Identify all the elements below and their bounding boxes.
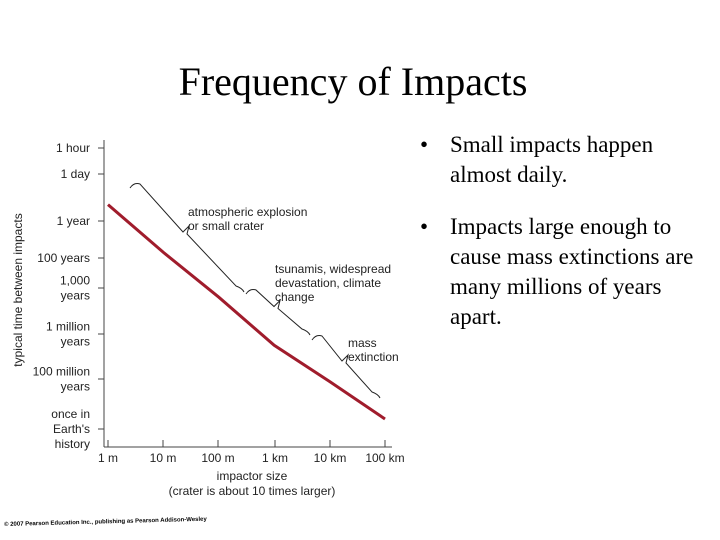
x-tick-label: 1 km [262,451,288,465]
annotation-brace [129,183,245,293]
annotation-brace [245,289,311,336]
x-tick-label: 10 km [314,451,347,465]
x-tick-label: 10 m [150,451,177,465]
y-axis-title: typical time between impacts [11,213,25,366]
y-tick-label: 1,000 [60,274,90,288]
x-tick-label: 100 m [201,451,234,465]
x-tick-label: 1 m [98,451,118,465]
y-tick-label: once in [51,407,90,421]
x-tick-label: 100 km [365,451,404,465]
annotation-text: or small crater [188,219,264,233]
y-tick-label: 1 hour [56,141,90,155]
bullet-item: • Impacts large enough to cause mass ext… [420,212,715,332]
impact-frequency-series-line [107,203,386,421]
y-tick-label: years [61,380,90,394]
x-axis-subtitle: (crater is about 10 times larger) [169,484,336,498]
annotation-brace [311,335,381,399]
y-tick-label: 100 million [33,365,90,379]
bullet-glyph: • [420,214,429,239]
y-tick-label: years [61,289,90,303]
annotation-text: extinction [348,350,399,364]
annotation-text: devastation, climate [275,276,381,290]
annotation-text: change [275,290,315,304]
slide-title: Frequency of Impacts [178,59,528,104]
y-tick-label: history [55,437,90,451]
bullet-glyph: • [420,132,429,157]
bullet-item: • Small impacts happen almost daily. [420,130,715,190]
y-tick-label: 1 year [57,214,90,228]
x-axis-title: impactor size [217,469,288,483]
bullet-text: Impacts large enough to cause mass extin… [450,214,694,329]
annotation-text: mass [348,336,377,350]
y-tick-label: Earth's [53,422,90,436]
y-tick-label: 1 million [46,320,90,334]
bullet-list: • Small impacts happen almost daily. • I… [420,130,715,354]
y-tick-label: years [61,335,90,349]
bullet-text: Small impacts happen almost daily. [450,132,654,187]
annotation-text: tsunamis, widespread [275,262,391,276]
annotation-text: atmospheric explosion [188,205,307,219]
y-tick-label: 100 years [37,251,90,265]
y-tick-label: 1 day [61,167,90,181]
